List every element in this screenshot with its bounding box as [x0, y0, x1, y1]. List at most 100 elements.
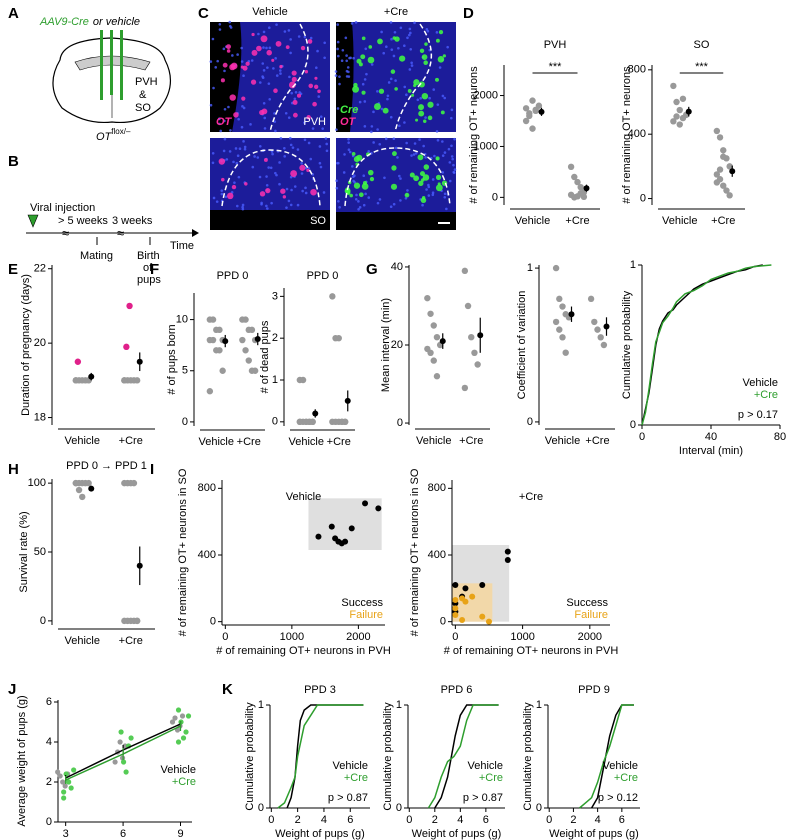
cell	[233, 112, 239, 118]
nucleus	[235, 204, 239, 208]
nucleus	[389, 77, 393, 81]
nucleus	[441, 171, 445, 174]
x-tick-label: 1000	[280, 631, 304, 643]
cell	[407, 89, 412, 93]
data-point	[219, 367, 226, 374]
nucleus	[215, 200, 219, 203]
chart-title: SO	[694, 39, 710, 51]
nucleus	[236, 154, 240, 158]
y-tick-label: 3	[272, 290, 278, 302]
nucleus	[346, 66, 350, 69]
nucleus	[321, 127, 324, 130]
panel-label: D	[463, 5, 474, 22]
nucleus	[441, 154, 445, 157]
nucleus	[441, 94, 445, 98]
cell	[437, 56, 445, 63]
data-point	[676, 106, 683, 114]
nucleus	[335, 186, 339, 190]
data-point	[673, 113, 680, 120]
cell	[390, 69, 396, 74]
nucleus	[361, 82, 365, 86]
data-point	[504, 557, 511, 563]
nucleus	[228, 150, 232, 153]
cell	[241, 96, 246, 101]
cell	[299, 164, 306, 171]
nucleus	[266, 66, 269, 69]
y-axis-label: Cumulative probability	[621, 290, 633, 399]
nucleus	[288, 75, 291, 79]
nucleus	[337, 161, 340, 165]
x-tick-label: 3	[63, 828, 69, 840]
y-tick-label: 40	[391, 261, 403, 273]
data-point	[328, 523, 335, 530]
annotation: p > 0.12	[598, 792, 638, 804]
cell	[427, 101, 434, 108]
cell	[421, 54, 428, 60]
nucleus	[448, 179, 452, 183]
data-point	[462, 585, 469, 592]
nucleus	[273, 120, 277, 123]
nucleus	[392, 137, 396, 140]
nucleus	[355, 108, 358, 111]
nucleus	[316, 49, 319, 53]
y-tick-label: 20	[34, 337, 46, 349]
x-axis-label: Interval (min)	[679, 445, 743, 457]
y-tick-label: 400	[198, 549, 216, 561]
data-point	[673, 98, 680, 106]
x-tick-label: 2	[295, 814, 301, 826]
data-point	[55, 769, 61, 775]
data-point	[72, 479, 80, 487]
nucleus	[284, 111, 288, 115]
x-tick-label: +Cre	[565, 215, 589, 227]
region-label: SO	[135, 102, 151, 114]
brain-edge	[210, 210, 330, 230]
data-point	[424, 294, 431, 302]
significance-label: ***	[695, 61, 709, 73]
micrographs	[209, 20, 457, 230]
cell	[306, 115, 311, 120]
mean-marker	[136, 562, 143, 569]
x-tick-label: 6	[619, 814, 625, 826]
data-point	[118, 729, 124, 735]
nucleus	[334, 74, 338, 77]
y-tick-label: 5	[182, 365, 188, 377]
nucleus	[241, 205, 244, 209]
x-tick-label: 0	[268, 814, 274, 826]
data-point	[123, 343, 130, 351]
cell	[422, 174, 430, 181]
nucleus	[289, 143, 293, 147]
data-point	[600, 341, 608, 349]
cell	[361, 182, 369, 190]
nucleus	[443, 151, 447, 154]
nucleus	[338, 75, 341, 78]
nucleus	[432, 88, 436, 91]
nucleus	[376, 90, 379, 93]
nucleus	[303, 35, 307, 39]
stain-label: Cre	[340, 104, 358, 116]
nucleus	[338, 82, 341, 86]
cell	[285, 45, 290, 50]
nucleus	[309, 36, 313, 40]
nucleus	[398, 124, 401, 128]
y-tick-label: 0	[630, 419, 636, 431]
nucleus	[240, 46, 243, 50]
x-tick-label: 0	[452, 631, 458, 643]
nucleus	[453, 137, 456, 141]
x-tick-label: +Cre	[711, 215, 735, 227]
cell	[417, 154, 424, 161]
x-tick-label: +Cre	[327, 436, 351, 448]
cell	[220, 78, 225, 83]
cell	[292, 99, 298, 105]
data-point	[179, 713, 186, 719]
cell	[250, 79, 257, 85]
y-tick-label: 400	[628, 128, 646, 140]
chart-title: PPD 0	[217, 270, 249, 282]
data-point	[61, 789, 67, 795]
y-tick-label: 0	[40, 615, 46, 627]
legend-entry: Vehicle	[468, 760, 503, 772]
nucleus	[357, 207, 360, 211]
cell	[421, 195, 426, 200]
data-point	[720, 153, 727, 160]
nucleus	[270, 201, 273, 205]
data-point	[133, 377, 141, 384]
